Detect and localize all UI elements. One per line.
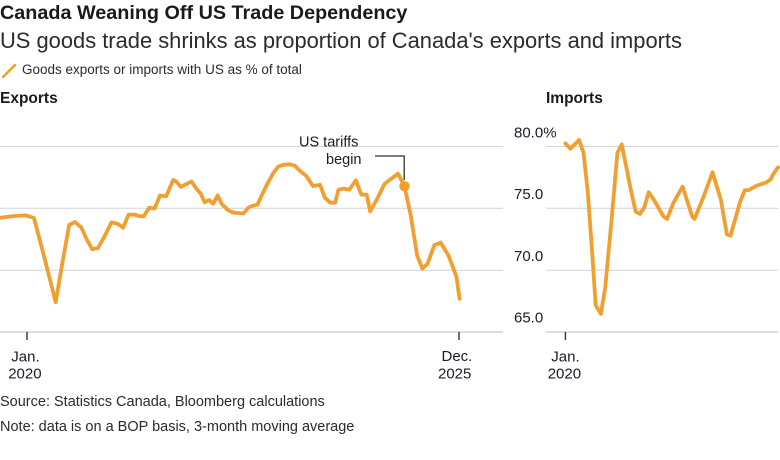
svg-text:Jan.: Jan. xyxy=(11,349,39,366)
svg-text:2020: 2020 xyxy=(548,365,581,382)
svg-text:US tariffs: US tariffs xyxy=(299,134,358,150)
svg-text:70.0: 70.0 xyxy=(514,248,543,265)
svg-text:Dec.: Dec. xyxy=(442,348,473,365)
svg-text:65.0: 65.0 xyxy=(514,310,543,327)
svg-text:begin: begin xyxy=(326,152,361,168)
svg-text:Jan.: Jan. xyxy=(551,349,579,366)
svg-text:75.0: 75.0 xyxy=(514,186,543,203)
svg-text:2020: 2020 xyxy=(8,365,41,382)
svg-text:2025: 2025 xyxy=(438,365,471,382)
svg-text:80.0%: 80.0% xyxy=(514,124,557,141)
